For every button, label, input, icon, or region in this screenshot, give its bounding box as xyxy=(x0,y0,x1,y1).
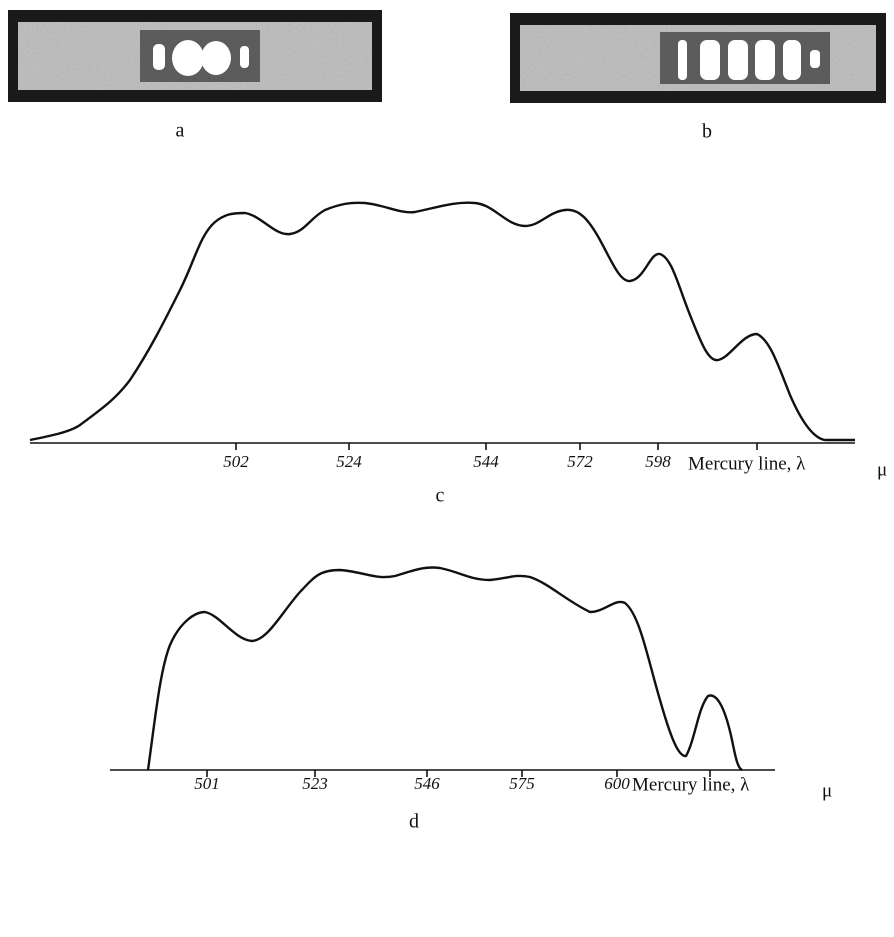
tick-label: 598 xyxy=(645,452,671,471)
tick-label: 572 xyxy=(567,452,593,471)
tick-marks xyxy=(235,443,758,450)
tick-label: 523 xyxy=(302,774,328,793)
tick-label: 524 xyxy=(336,452,362,471)
tick-label: 600 xyxy=(604,774,630,793)
tick-label: 501 xyxy=(194,774,220,793)
panel-label: c xyxy=(436,485,445,507)
tick-label: 546 xyxy=(414,774,440,793)
tick-label: 575 xyxy=(509,774,535,793)
tick-label: 502 xyxy=(223,452,249,471)
panel-label: b xyxy=(702,121,712,143)
spectrum-curve xyxy=(29,201,855,442)
tick-label: 544 xyxy=(473,452,499,471)
panel-label: a xyxy=(176,120,185,142)
photo-a xyxy=(8,10,382,102)
axis-label: Mercury line, λ xyxy=(688,453,806,474)
axis-unit: μ xyxy=(877,459,887,480)
panel-label: d xyxy=(409,811,419,833)
axis-label: Mercury line, λ xyxy=(632,774,750,795)
spectrum-curve xyxy=(146,566,743,772)
axis-unit: μ xyxy=(822,780,832,801)
tick-marks xyxy=(206,770,711,777)
photo-b xyxy=(510,13,886,103)
